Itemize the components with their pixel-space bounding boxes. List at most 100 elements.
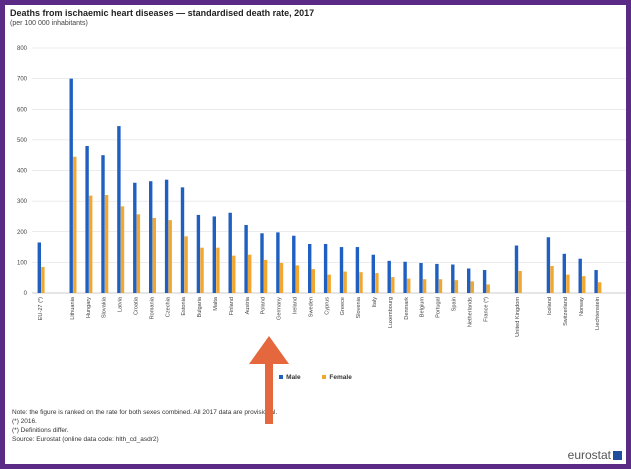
bar-male xyxy=(69,78,73,293)
bar-female xyxy=(598,282,602,293)
y-tick-label: 700 xyxy=(17,77,28,83)
bar-male xyxy=(292,235,296,293)
x-tick-label: Estonia xyxy=(181,296,187,316)
bar-female xyxy=(486,284,490,293)
bar-female xyxy=(470,281,474,293)
y-tick-label: 600 xyxy=(17,107,28,113)
bar-female xyxy=(566,274,570,293)
bar-female xyxy=(216,247,220,293)
bar-female xyxy=(582,276,586,293)
bar-male xyxy=(228,212,232,293)
chart-notes: Note: the figure is ranked on the rate f… xyxy=(12,408,277,444)
eu-flag-icon xyxy=(613,450,622,460)
x-tick-label: Belgium xyxy=(420,297,426,318)
bar-male xyxy=(276,232,280,293)
x-tick-label: Czechia xyxy=(165,296,171,317)
x-tick-label: Liechtenstein xyxy=(595,297,601,330)
y-tick-label: 0 xyxy=(24,291,28,297)
x-tick-label: Norway xyxy=(579,297,585,316)
bar-male xyxy=(419,262,423,293)
x-tick-label: Spain xyxy=(452,297,458,311)
bar-male xyxy=(196,214,201,293)
bar-male xyxy=(339,247,344,293)
bar-male xyxy=(85,146,89,293)
bar-female xyxy=(200,247,204,293)
legend-swatch-female xyxy=(322,375,327,380)
x-tick-label: United Kingdom xyxy=(515,297,521,337)
x-tick-label: Switzerland xyxy=(563,297,569,326)
y-tick-label: 500 xyxy=(17,138,28,144)
chart-frame: Deaths from ischaemic heart diseases — s… xyxy=(5,5,626,464)
bar-female xyxy=(438,279,443,293)
y-tick-label: 100 xyxy=(17,260,28,266)
bar-female xyxy=(550,266,554,293)
x-tick-label: Lithuania xyxy=(70,296,76,320)
legend-item-female: Female xyxy=(322,374,352,381)
x-tick-label: Latvia xyxy=(118,296,124,312)
x-tick-label: Austria xyxy=(245,296,251,314)
bar-male xyxy=(323,244,328,293)
bar-female xyxy=(327,274,331,293)
chart-subtitle: (per 100 000 inhabitants) xyxy=(10,20,88,27)
x-tick-label: Portugal xyxy=(436,297,442,318)
bar-female xyxy=(391,277,395,293)
bar-male xyxy=(403,261,407,293)
bar-male xyxy=(371,254,375,293)
bar-female xyxy=(279,262,284,293)
bar-male xyxy=(149,181,153,293)
note-2016: (*) 2016. xyxy=(12,418,37,425)
x-tick-label: Croatia xyxy=(134,296,140,315)
x-tick-label: Romania xyxy=(149,296,155,319)
y-tick-label: 800 xyxy=(17,46,28,52)
bar-female xyxy=(41,266,45,293)
x-tick-label: Italy xyxy=(372,297,378,307)
bar-female xyxy=(295,265,300,293)
bar-female xyxy=(152,217,156,293)
y-tick-label: 400 xyxy=(17,169,28,175)
bar-female xyxy=(454,280,459,293)
bar-female xyxy=(136,214,141,293)
bar-male xyxy=(514,245,519,293)
chart-title: Deaths from ischaemic heart diseases — s… xyxy=(10,8,315,18)
x-tick-label: Luxembourg xyxy=(388,297,394,328)
x-tick-label: Netherlands xyxy=(467,297,473,327)
bar-female xyxy=(375,273,379,293)
x-tick-label: Finland xyxy=(229,297,235,315)
bar-male xyxy=(308,244,312,293)
x-tick-label: Slovenia xyxy=(356,296,362,318)
bar-female xyxy=(232,255,236,293)
bar-male xyxy=(133,182,137,293)
bar-female xyxy=(168,220,172,293)
bar-male xyxy=(355,247,360,293)
bar-female xyxy=(518,270,522,293)
bar-female xyxy=(104,195,109,293)
bar-male xyxy=(117,126,121,293)
eurostat-logo: eurostat xyxy=(568,448,622,462)
note-definitions: (*) Definitions differ. xyxy=(12,427,69,434)
bar-male xyxy=(212,216,216,293)
legend-label-male: Male xyxy=(286,374,301,381)
bar-male xyxy=(482,270,487,293)
bar-male xyxy=(387,260,391,293)
x-tick-label: Iceland xyxy=(547,297,553,315)
x-tick-label: France (*) xyxy=(483,297,489,322)
x-tick-label: Slovakia xyxy=(102,296,108,318)
bar-male xyxy=(164,179,169,293)
bar-male xyxy=(37,242,41,293)
bar-male xyxy=(101,155,105,293)
note-source: Source: Eurostat (online data code: hlth… xyxy=(12,436,159,443)
note-ranking: Note: the figure is ranked on the rate f… xyxy=(12,409,278,416)
logo-text: eurostat xyxy=(567,448,611,462)
y-tick-label: 300 xyxy=(17,199,28,205)
legend-item-male: Male xyxy=(279,374,301,381)
chart-legend: Male Female xyxy=(5,374,626,381)
bar-female xyxy=(184,236,188,293)
bar-female xyxy=(311,269,315,293)
x-tick-label: Ireland xyxy=(293,297,299,314)
bar-female xyxy=(263,259,268,293)
bar-female xyxy=(359,272,363,293)
bar-male xyxy=(562,253,566,293)
bar-female xyxy=(120,206,125,293)
bar-male xyxy=(180,187,185,293)
x-tick-label: Denmark xyxy=(404,297,410,320)
